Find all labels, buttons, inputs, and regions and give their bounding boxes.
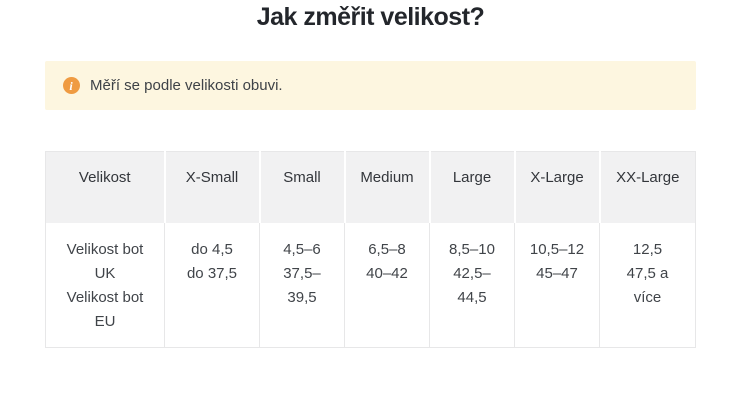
row-label-cell: Velikost bot UK Velikost bot EU [45,222,165,348]
table-row: Velikost bot UK Velikost bot EU do 4,5 d… [45,222,696,348]
column-header-velikost: Velikost [45,151,165,223]
column-header-x-small: X-Small [163,151,260,223]
cell-x-large: 10,5–12 45–47 [514,222,600,348]
info-banner: i Měří se podle velikosti obuvi. [45,61,696,110]
cell-medium: 6,5–8 40–42 [344,222,430,348]
column-header-small: Small [258,151,345,223]
cell-large: 8,5–10 42,5– 44,5 [429,222,515,348]
table-header-row: Velikost X-Small Small Medium Large X-La… [45,151,696,223]
cell-small: 4,5–6 37,5– 39,5 [259,222,345,348]
column-header-xx-large: XX-Large [598,151,696,223]
cell-x-small: do 4,5 do 37,5 [164,222,260,348]
size-table: Velikost X-Small Small Medium Large X-La… [45,151,696,348]
info-icon-glyph: i [69,78,73,93]
column-header-x-large: X-Large [513,151,600,223]
info-icon: i [63,77,80,94]
page-title: Jak změřit velikost? [256,3,485,31]
column-header-medium: Medium [343,151,430,223]
cell-xx-large: 12,5 47,5 a více [599,222,696,348]
column-header-large: Large [428,151,515,223]
info-text: Měří se podle velikosti obuvi. [90,77,283,94]
size-guide-page: Jak změřit velikost? i Měří se podle vel… [45,3,696,348]
